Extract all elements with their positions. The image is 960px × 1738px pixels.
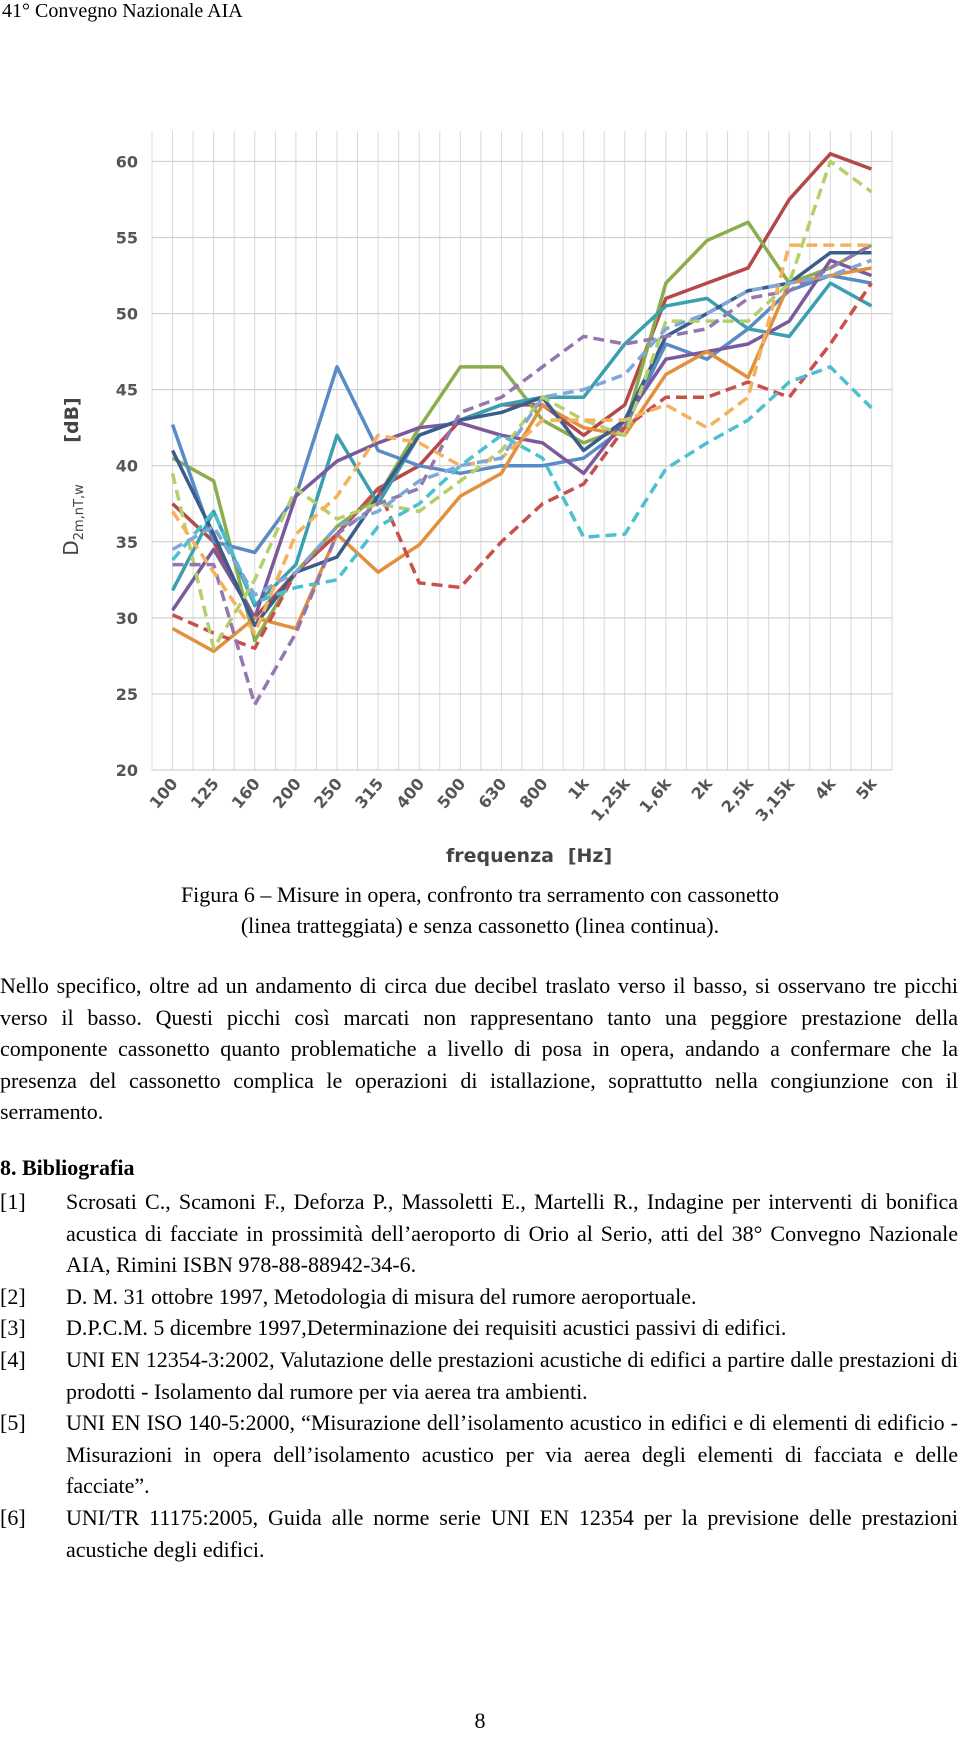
- x-tick-label: 4k: [811, 774, 840, 803]
- reference-text: D. M. 31 ottobre 1997, Metodologia di mi…: [66, 1283, 697, 1309]
- reference-number: [6]: [0, 1504, 26, 1530]
- y-tick-label: 50: [116, 305, 138, 324]
- x-tick-label: 315: [351, 774, 387, 812]
- header: 41° Convegno Nazionale AIA: [2, 0, 243, 22]
- reference: [2] D. M. 31 ottobre 1997, Metodologia di…: [0, 1281, 958, 1313]
- y-tick-label: 40: [116, 457, 138, 476]
- caption-line: Figura 6 – Misure in opera, confronto tr…: [180, 882, 780, 907]
- chart: D2m,nT,w [dB] frequenza [Hz] 20 25 30 35 40 4…: [59, 131, 893, 867]
- x-tick-label: 200: [269, 774, 305, 812]
- reference: [3] D.P.C.M. 5 dicembre 1997,Determinazio…: [0, 1312, 958, 1344]
- x-axis-label: frequenza: [446, 845, 554, 867]
- paragraph: Nello specifico, oltre ad un andamento d…: [0, 973, 958, 1125]
- series-line: [171, 365, 873, 605]
- y-tick-label: 55: [116, 229, 138, 248]
- series-line: [171, 243, 872, 635]
- y-tick-label: 45: [116, 381, 138, 400]
- x-tick-label: 1k: [564, 774, 593, 803]
- x-tick-label: 250: [310, 774, 346, 812]
- y-tick-label: 25: [116, 685, 138, 704]
- reference-text: D.P.C.M. 5 dicembre 1997,Determinazione …: [66, 1315, 787, 1341]
- y-axis-unit: [dB]: [61, 397, 83, 442]
- reference: [6] UNI/TR 11175:2005, Guida alle norme s…: [0, 1502, 958, 1565]
- x-tick-label: 800: [516, 774, 552, 812]
- series-line: [171, 258, 873, 597]
- y-tick-label: 35: [116, 533, 138, 552]
- series-line: [171, 282, 873, 651]
- x-tick-label: 3,15k: [752, 774, 799, 825]
- reference: [4] UNI EN 12354-3:2002, Valutazione dell…: [0, 1344, 958, 1407]
- y-tick-label: 30: [116, 609, 138, 628]
- x-tick-label: 1,6k: [635, 774, 675, 816]
- y-axis-label: D2m,nT,w: [59, 484, 87, 556]
- reference-number: [4]: [0, 1346, 26, 1372]
- x-tick-label: 500: [433, 774, 469, 812]
- reference-text: UNI/TR 11175:2005, Guida alle norme seri…: [66, 1504, 958, 1562]
- reference-text: Scrosati C., Scamoni F., Deforza P., Mas…: [66, 1189, 958, 1278]
- reference-text: UNI EN ISO 140-5:2000, “Misurazione dell…: [66, 1410, 958, 1499]
- x-tick-label: 125: [187, 774, 223, 812]
- x-tick-label: 5k: [852, 774, 881, 803]
- x-tick-label: 400: [392, 774, 428, 812]
- caption-line: (linea tratteggiata) e senza cassonetto …: [240, 913, 720, 938]
- series-line: [172, 243, 873, 707]
- series-line: [171, 266, 872, 654]
- x-tick-label: 2,5k: [718, 774, 758, 816]
- series-line: [170, 159, 873, 651]
- y-label-main: D: [59, 540, 83, 555]
- reference-number: [1]: [0, 1189, 26, 1214]
- reference-number: [3]: [0, 1315, 26, 1341]
- reference: [5] UNI EN ISO 140-5:2000, “Misurazione d…: [0, 1407, 958, 1502]
- references: [1] Scrosati C., Scamoni F., Deforza P., …: [0, 1186, 958, 1565]
- x-tick-label: 630: [474, 774, 510, 812]
- x-tick-label: 2k: [688, 774, 717, 803]
- page-number: 8: [474, 1708, 486, 1733]
- reference-number: [5]: [0, 1410, 26, 1436]
- series-line: [171, 281, 873, 608]
- x-tick-label: 100: [146, 774, 182, 812]
- x-tick-label: 1,25k: [587, 774, 634, 825]
- x-axis-unit: [Hz]: [568, 845, 612, 867]
- y-tick-label: 60: [116, 152, 138, 171]
- reference-text: UNI EN 12354-3:2002, Valutazione delle p…: [66, 1346, 958, 1404]
- y-label-sub: 2m,nT,w: [72, 484, 87, 540]
- reference-number: [2]: [0, 1283, 26, 1309]
- reference: [1] Scrosati C., Scamoni F., Deforza P., …: [0, 1186, 958, 1281]
- y-tick-label: 20: [116, 761, 138, 780]
- section-title: 8. Bibliografia: [0, 1155, 135, 1180]
- x-tick-label: 160: [228, 774, 264, 812]
